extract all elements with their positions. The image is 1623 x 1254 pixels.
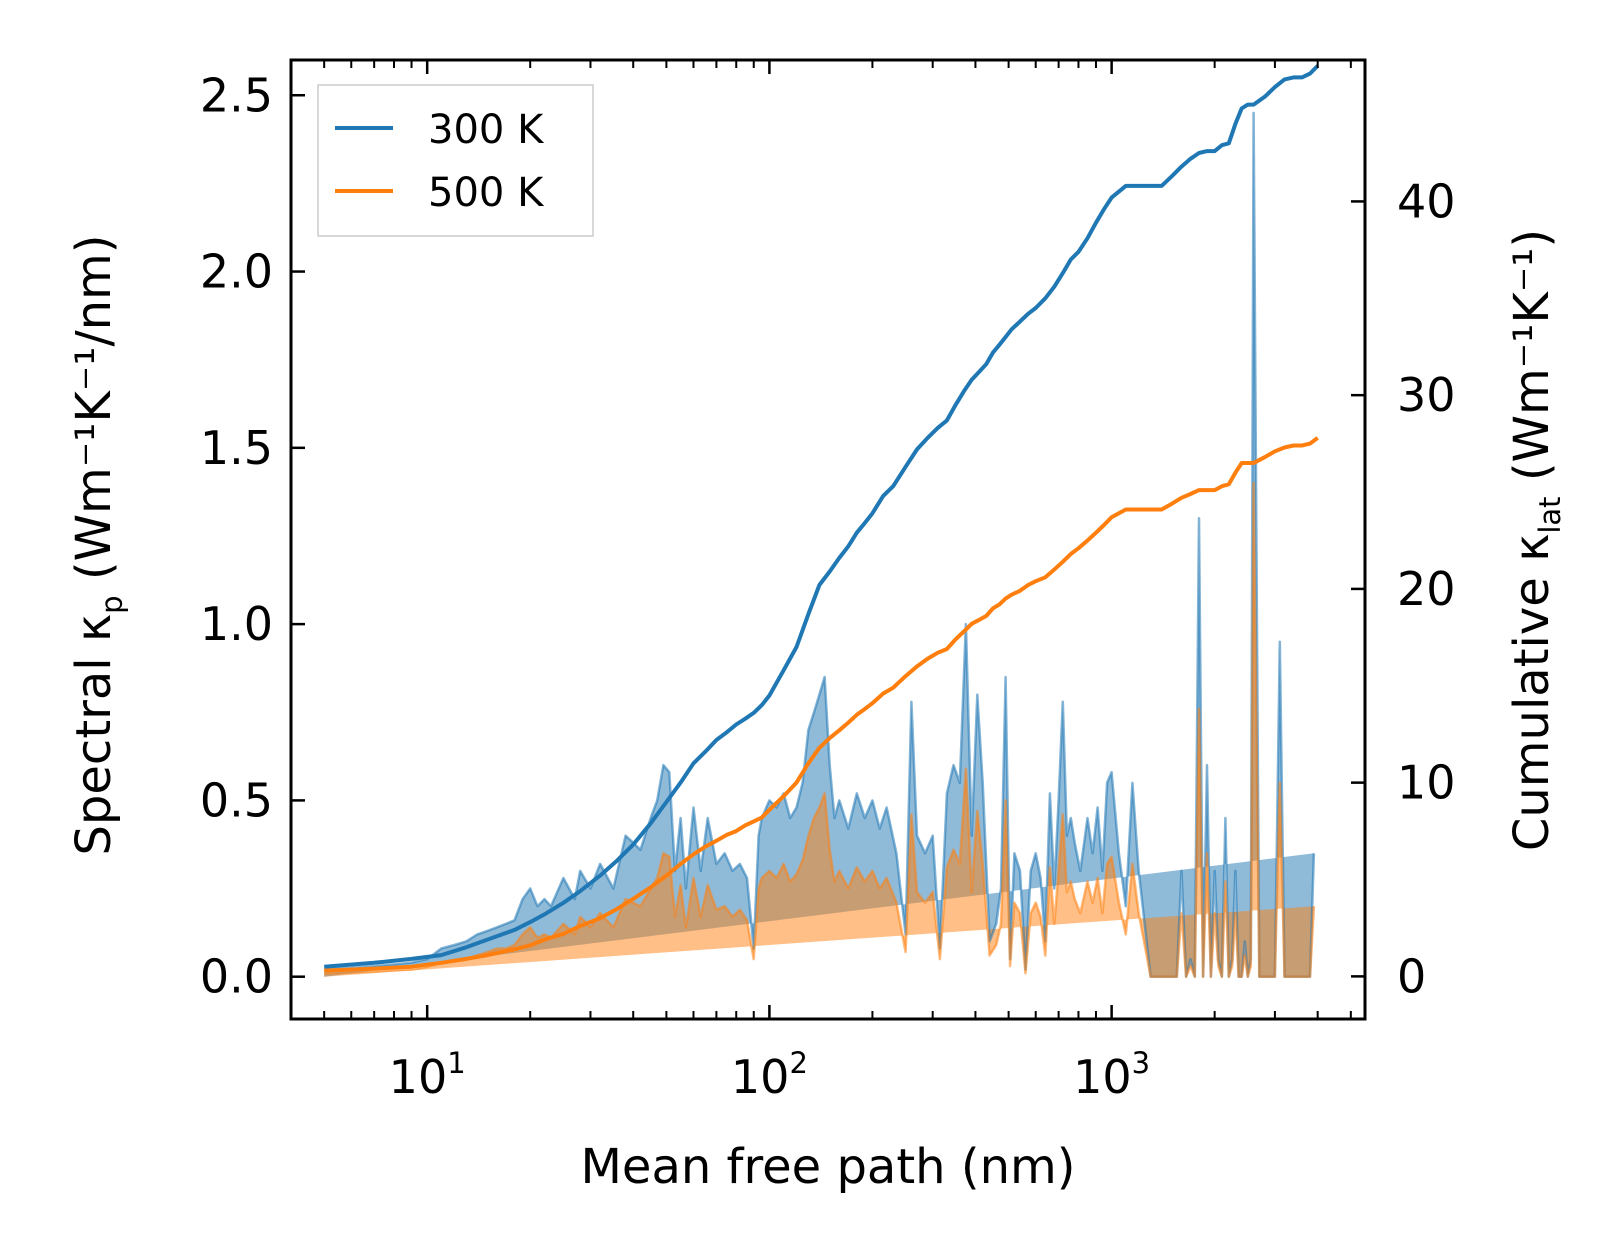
x-tick-label-exponent: 1 (447, 1046, 465, 1080)
right-y-tick-label: 20 (1397, 562, 1456, 616)
x-tick-label: 102 (731, 1046, 808, 1104)
right-y-label-subscript: lat (1533, 496, 1567, 533)
x-axis-label: Mean free path (nm) (581, 1139, 1076, 1195)
right-y-tick-label: 30 (1397, 368, 1456, 422)
x-tick-label-exponent: 2 (789, 1046, 807, 1080)
x-tick-label: 103 (1073, 1046, 1150, 1104)
x-tick-label: 101 (389, 1046, 466, 1104)
x-tick-label-base: 10 (389, 1050, 448, 1104)
spectral-area-300k (324, 112, 1314, 977)
left-y-tick-label: 2.0 (200, 245, 273, 299)
cumulative-line-500k (324, 436, 1319, 973)
left-y-label-unit: (Wm⁻¹K⁻¹/nm) (66, 234, 122, 580)
right-y-label-unit: (Wm⁻¹K⁻¹) (1504, 229, 1560, 481)
left-y-label-prefix: Spectral κ (66, 614, 122, 856)
left-y-tick-label: 0.5 (200, 773, 273, 827)
left-y-label-subscript: p (95, 595, 129, 613)
right-y-tick-label: 0 (1397, 949, 1426, 1003)
left-y-axis-label: Spectral κp (Wm⁻¹K⁻¹/nm) (66, 234, 129, 855)
right-y-tick-label: 40 (1397, 174, 1456, 228)
cumulative-line-300k (324, 64, 1320, 969)
spectral-line-300k (324, 111, 1316, 978)
legend-box (317, 84, 594, 237)
right-y-label-prefix: Cumulative κ (1504, 534, 1560, 852)
plot-frame (289, 58, 1367, 1021)
left-y-tick-label: 1.0 (200, 597, 273, 651)
right-y-axis-label: Cumulative κlat (Wm⁻¹K⁻¹) (1504, 229, 1567, 851)
x-tick-label-base: 10 (731, 1050, 790, 1104)
x-tick-label-base: 10 (1073, 1050, 1132, 1104)
legend-label-300k: 300 K (428, 107, 545, 153)
plot-series (324, 64, 1320, 978)
x-tick-label-exponent: 3 (1132, 1046, 1150, 1080)
spectral-area-500k (324, 483, 1314, 977)
legend: 300 K 500 K (317, 84, 594, 237)
spectral-line-500k (324, 481, 1316, 978)
left-y-tick-label: 2.5 (200, 68, 273, 122)
right-y-tick-label: 10 (1397, 756, 1456, 810)
legend-label-500k: 500 K (428, 170, 545, 216)
left-y-tick-label: 1.5 (200, 421, 273, 475)
left-y-tick-label: 0.0 (200, 950, 273, 1004)
